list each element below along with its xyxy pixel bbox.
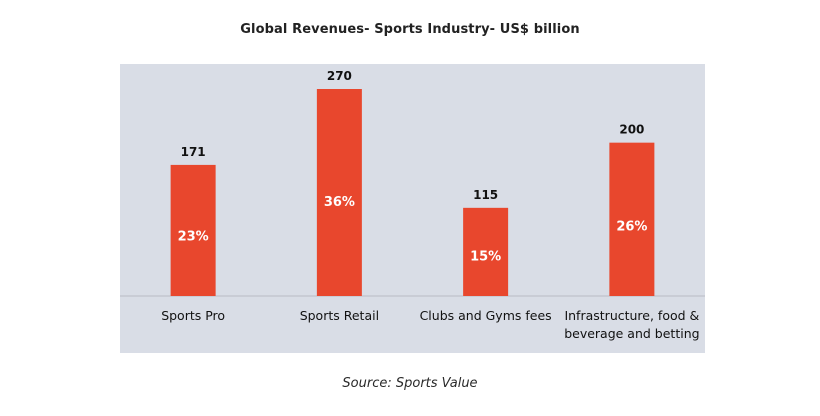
category-label-4-line-1: Infrastructure, food & [564,308,699,323]
chart-area: 171 23% Sports Pro 270 36% Sports Retail 115 15… [120,64,705,353]
bar-value-label-3: 115 [473,188,498,202]
category-label-1: Sports Pro [161,308,225,323]
category-label-4-line-2: beverage and betting [564,326,699,341]
category-label-3: Clubs and Gyms fees [420,308,552,323]
plot-background [120,64,705,353]
bar-chart-svg: 171 23% Sports Pro 270 36% Sports Retail 115 15… [120,64,705,353]
bar-2 [316,89,362,296]
bar-percent-label-1: 23% [178,230,209,245]
bar-percent-label-3: 15% [470,249,501,264]
bar-percent-label-2: 36% [324,195,355,210]
bar-3 [463,207,509,296]
bar-1 [170,164,216,296]
bar-value-label-1: 171 [181,145,206,159]
bar-value-label-4: 200 [619,123,644,137]
bar-percent-label-4: 26% [616,219,647,234]
chart-title: Global Revenues- Sports Industry- US$ bi… [240,22,580,37]
category-label-2: Sports Retail [300,308,379,323]
source-note: Source: Sports Value [342,376,478,391]
bar-value-label-2: 270 [327,69,352,83]
bar-4 [609,142,655,296]
